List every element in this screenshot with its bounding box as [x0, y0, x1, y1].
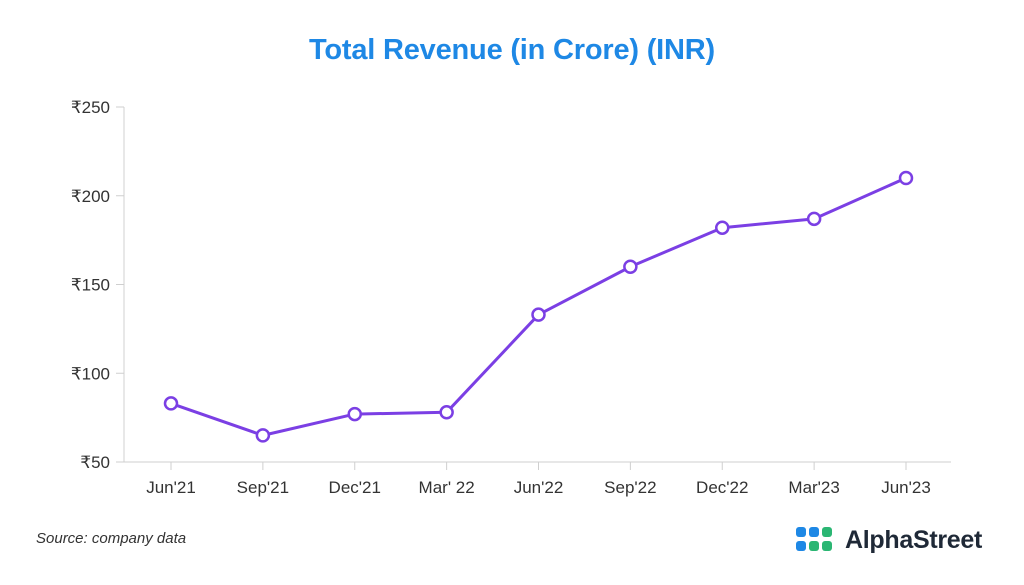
x-tick-label: Dec'22 [696, 478, 748, 497]
x-tick-label: Jun'22 [514, 478, 564, 497]
data-point [255, 428, 271, 443]
series-line [169, 176, 908, 437]
x-tick-label: Jun'21 [146, 478, 196, 497]
x-tick-label: Jun'23 [881, 478, 931, 497]
data-point [439, 405, 454, 420]
x-tick-label: Sep'22 [604, 478, 656, 497]
brand: AlphaStreet [795, 524, 982, 556]
source-note: Source: company data [36, 530, 187, 547]
data-point [898, 170, 914, 186]
data-point [347, 406, 362, 422]
x-axis: Jun'21 Sep'21 Dec'21 Mar' 22 Jun'22 Sep'22 Dec… [124, 461, 951, 497]
brand-name: AlphaStreet [845, 525, 983, 554]
data-point [623, 259, 638, 274]
y-tick-label: ₹100 [71, 364, 110, 383]
y-tick-label: ₹250 [71, 98, 110, 117]
x-tick-label: Sep'21 [237, 478, 289, 497]
chart-title: Total Revenue (in Crore) (INR) [309, 34, 715, 66]
y-axis: ₹50 ₹100 ₹150 ₹200 ₹250 [71, 98, 125, 472]
x-tick-label: Mar'23 [788, 478, 839, 497]
data-point [806, 211, 822, 227]
y-tick-label: ₹200 [71, 187, 110, 206]
data-point [531, 307, 546, 322]
y-tick-label: ₹50 [80, 453, 110, 472]
data-point [715, 220, 730, 235]
x-tick-label: Mar' 22 [419, 478, 475, 497]
alphastreet-logo-icon [796, 527, 832, 551]
x-tick-label: Dec'21 [329, 478, 381, 497]
data-point [163, 396, 179, 411]
series-total-revenue [163, 170, 914, 443]
y-tick-label: ₹150 [71, 276, 110, 295]
